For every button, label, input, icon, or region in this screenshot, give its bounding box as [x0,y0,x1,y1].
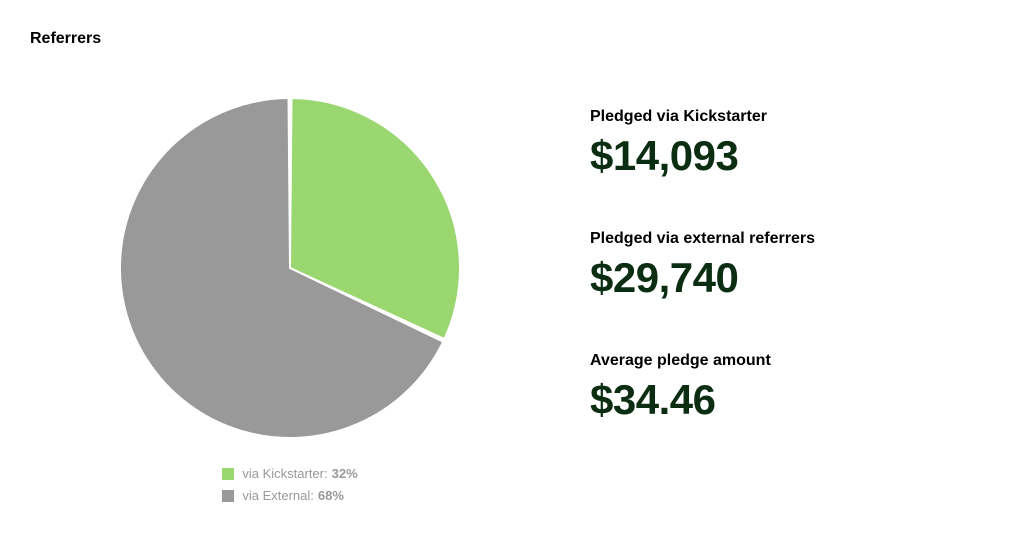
legend-swatch-icon [222,468,234,480]
stat-label: Average pledge amount [590,352,1000,370]
chart-column: via Kickstarter: 32% via External: 68% [30,68,550,507]
stat-value: $34.46 [590,376,1000,424]
legend-value: 32% [332,463,358,485]
stat-pledged-kickstarter: Pledged via Kickstarter $14,093 [590,108,1000,180]
content-row: via Kickstarter: 32% via External: 68% P… [30,68,1000,507]
chart-legend: via Kickstarter: 32% via External: 68% [222,463,357,507]
legend-value: 68% [318,485,344,507]
stat-value: $14,093 [590,132,1000,180]
section-title: Referrers [30,30,1000,48]
referrers-pie-chart [110,88,470,448]
stat-pledged-external: Pledged via external referrers $29,740 [590,230,1000,302]
legend-swatch-icon [222,490,234,502]
legend-item: via Kickstarter: 32% [222,463,357,485]
stat-average-pledge: Average pledge amount $34.46 [590,352,1000,424]
stat-value: $29,740 [590,254,1000,302]
stat-label: Pledged via Kickstarter [590,108,1000,126]
legend-label: via External: [242,485,314,507]
legend-item: via External: 68% [222,485,357,507]
stat-label: Pledged via external referrers [590,230,1000,248]
stats-column: Pledged via Kickstarter $14,093 Pledged … [550,68,1000,474]
legend-label: via Kickstarter: [242,463,327,485]
